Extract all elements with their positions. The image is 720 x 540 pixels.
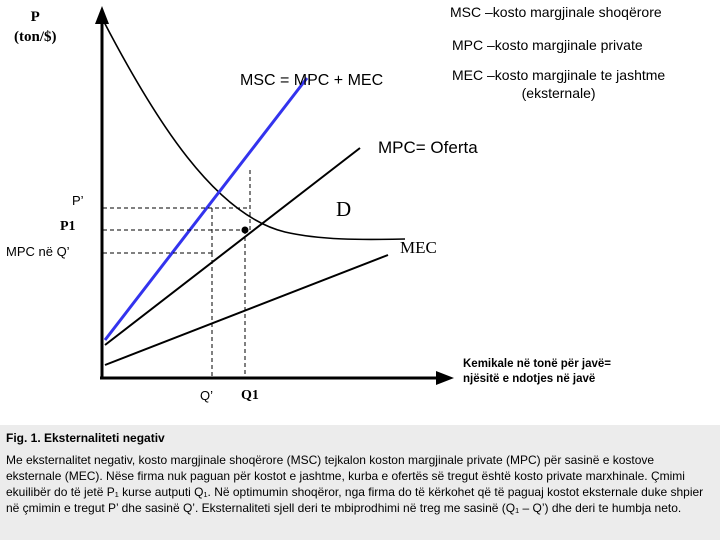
legend-mec-line1: MEC –kosto margjinale te jashtme: [452, 67, 666, 83]
supply-label: MPC= Oferta: [378, 138, 478, 157]
mec-curve: [104, 254, 389, 366]
price-p1-label: P1: [60, 219, 76, 234]
price-p-prime-label: P’: [72, 193, 84, 208]
legend-mpc: MPC –kosto margjinale private: [452, 37, 643, 53]
equation-label: MSC = MPC + MEC: [240, 72, 384, 89]
legend-msc: MSC –kosto margjinale shoqërore: [450, 4, 662, 20]
y-axis-arrowhead: [95, 6, 109, 24]
x-axis-arrowhead: [436, 371, 454, 385]
demand-label: D: [336, 197, 352, 221]
x-axis-label-line2: njësitë e ndotjes në javë: [463, 373, 596, 385]
quantity-q1-label: Q1: [241, 388, 259, 403]
y-axis-label-line1: P: [30, 9, 40, 25]
price-mpc-q-prime-label: MPC në Q’: [6, 244, 70, 259]
y-axis-label-line2: (ton/$): [14, 29, 57, 45]
equilibrium-point: [241, 226, 249, 234]
figure-description: Me eksternalitet negativ, kosto margjina…: [6, 453, 704, 515]
legend-mec: MEC –kosto margjinale te jashtme (ekster…: [452, 66, 665, 102]
msc-curve: [103, 77, 309, 341]
quantity-q-prime-label: Q’: [200, 388, 213, 403]
x-axis-label: Kemikale në tonë për javë= njësitë e ndo…: [463, 357, 611, 387]
figure-title: Fig. 1. Eksternaliteti negativ: [6, 431, 165, 445]
mpc-supply-curve: [104, 147, 361, 346]
y-axis-label: P (ton/$): [14, 7, 57, 47]
externality-diagram: [95, 6, 454, 385]
legend-mec-line2: (eksternale): [521, 85, 596, 101]
x-axis-label-line1: Kemikale në tonë për javë=: [463, 358, 611, 370]
demand-curve: [102, 19, 406, 241]
mec-label: MEC: [400, 238, 437, 257]
caption-panel: [0, 425, 720, 540]
